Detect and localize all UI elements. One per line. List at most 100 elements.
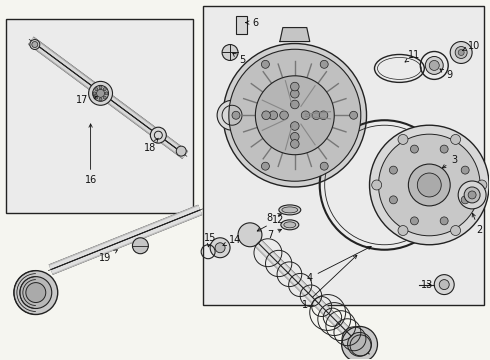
Circle shape <box>369 125 489 245</box>
Circle shape <box>398 226 408 235</box>
Circle shape <box>461 196 469 204</box>
Circle shape <box>93 85 108 101</box>
Circle shape <box>89 81 113 105</box>
Circle shape <box>97 89 104 97</box>
Ellipse shape <box>282 207 298 213</box>
Circle shape <box>390 196 397 204</box>
Text: 19: 19 <box>99 250 118 263</box>
Circle shape <box>464 187 480 203</box>
Circle shape <box>95 87 98 91</box>
Text: 16: 16 <box>84 124 97 185</box>
Circle shape <box>26 283 46 302</box>
Circle shape <box>232 111 240 119</box>
Text: 15: 15 <box>204 233 216 247</box>
Circle shape <box>390 166 397 174</box>
Circle shape <box>30 40 40 50</box>
Circle shape <box>176 146 186 156</box>
Circle shape <box>93 92 96 95</box>
Circle shape <box>451 226 461 235</box>
Circle shape <box>210 238 230 258</box>
Text: 12: 12 <box>257 215 284 231</box>
Circle shape <box>319 111 328 120</box>
Bar <box>203 6 484 305</box>
Circle shape <box>458 50 464 55</box>
Circle shape <box>468 191 476 199</box>
Circle shape <box>32 41 38 48</box>
Circle shape <box>103 87 106 91</box>
Circle shape <box>455 46 467 58</box>
Circle shape <box>132 238 148 254</box>
Circle shape <box>103 96 106 99</box>
Circle shape <box>411 217 418 225</box>
Circle shape <box>434 275 454 294</box>
Text: 4: 4 <box>307 247 371 283</box>
Ellipse shape <box>281 220 299 230</box>
Circle shape <box>425 57 443 75</box>
Circle shape <box>372 180 382 190</box>
Text: 3: 3 <box>442 155 457 168</box>
Circle shape <box>301 111 310 120</box>
Circle shape <box>398 134 408 144</box>
Polygon shape <box>280 28 310 41</box>
Bar <box>236 15 247 33</box>
Circle shape <box>14 271 58 315</box>
Circle shape <box>461 166 469 174</box>
Text: 1: 1 <box>302 255 357 310</box>
Text: 14: 14 <box>223 235 241 246</box>
Circle shape <box>229 49 361 181</box>
Text: 2: 2 <box>472 213 482 235</box>
Circle shape <box>320 162 328 170</box>
Circle shape <box>215 243 225 253</box>
Circle shape <box>280 111 288 120</box>
Circle shape <box>451 134 461 144</box>
Circle shape <box>269 111 278 120</box>
Circle shape <box>238 223 262 247</box>
Circle shape <box>378 134 480 236</box>
Circle shape <box>312 111 320 120</box>
Circle shape <box>439 280 449 289</box>
Ellipse shape <box>284 222 296 228</box>
Circle shape <box>477 180 487 190</box>
Circle shape <box>440 217 448 225</box>
Ellipse shape <box>279 205 301 215</box>
Circle shape <box>320 60 328 68</box>
Bar <box>6 19 193 213</box>
Circle shape <box>217 100 247 130</box>
Circle shape <box>291 132 299 141</box>
Text: 10: 10 <box>463 41 480 50</box>
Circle shape <box>291 100 299 109</box>
Circle shape <box>99 98 102 101</box>
Text: 18: 18 <box>144 138 158 153</box>
Circle shape <box>291 89 299 98</box>
Text: 17: 17 <box>76 95 97 105</box>
Text: 11: 11 <box>405 50 420 62</box>
Circle shape <box>223 44 367 187</box>
Circle shape <box>347 332 371 356</box>
Circle shape <box>440 145 448 153</box>
Circle shape <box>150 127 166 143</box>
Circle shape <box>450 41 472 63</box>
Circle shape <box>291 140 299 148</box>
Circle shape <box>342 327 377 360</box>
Circle shape <box>417 173 441 197</box>
Circle shape <box>291 122 299 130</box>
Text: 9: 9 <box>440 69 452 80</box>
Text: 13: 13 <box>421 280 434 289</box>
Text: 5: 5 <box>233 53 245 66</box>
Circle shape <box>262 60 270 68</box>
Circle shape <box>20 276 52 309</box>
Circle shape <box>105 92 108 95</box>
Circle shape <box>429 60 439 71</box>
Circle shape <box>411 145 418 153</box>
Circle shape <box>255 76 334 155</box>
Text: 7: 7 <box>267 229 281 240</box>
Circle shape <box>291 82 299 91</box>
Circle shape <box>458 181 486 209</box>
Circle shape <box>408 164 450 206</box>
Circle shape <box>262 162 270 170</box>
Circle shape <box>222 45 238 60</box>
Circle shape <box>262 111 270 120</box>
Text: 6: 6 <box>245 18 258 28</box>
Circle shape <box>350 111 358 119</box>
Circle shape <box>99 86 102 89</box>
